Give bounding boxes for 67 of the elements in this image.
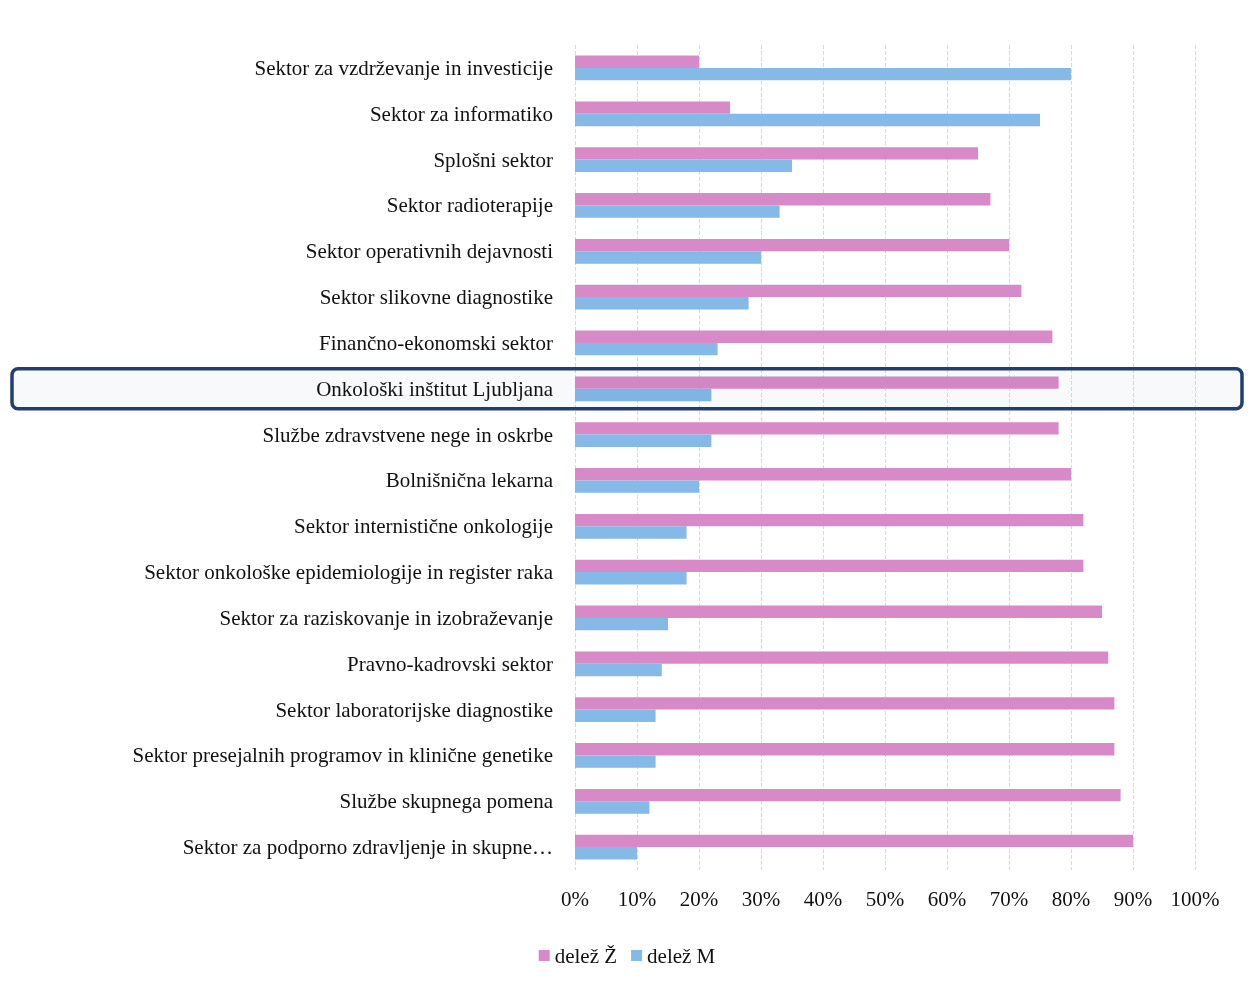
x-tick-label: 10% (617, 886, 657, 911)
bar (575, 193, 991, 206)
x-tick-label: 90% (1113, 886, 1153, 911)
bar (575, 55, 699, 68)
legend-label: delež M (647, 943, 716, 968)
x-tick-label: 40% (803, 886, 843, 911)
y-tick-label: Onkološki inštitut Ljubljana (316, 376, 554, 401)
bar (575, 113, 1040, 127)
y-tick-label: Finančno-ekonomski sektor (319, 330, 553, 355)
y-tick-label: Sektor za vzdrževanje in investicije (254, 55, 553, 80)
bar (575, 422, 1059, 435)
y-tick-label: Sektor onkološke epidemiologije in register raka (144, 560, 554, 585)
bar (575, 480, 699, 493)
x-tick-label: 20% (679, 886, 719, 911)
bar (575, 572, 687, 585)
bar (575, 743, 1115, 756)
bar (575, 834, 1133, 848)
y-tick-label: Bolnišnična lekarna (385, 468, 554, 493)
bar (575, 526, 687, 539)
bar (575, 788, 1121, 802)
bar (575, 342, 718, 356)
y-tick-label: Splošni sektor (433, 147, 553, 172)
bar (575, 709, 656, 722)
bar (575, 376, 1059, 389)
bar (575, 801, 650, 814)
y-tick-label: Sektor internistične onkologije (294, 514, 553, 539)
bar (575, 238, 1009, 252)
y-tick-label: Sektor slikovne diagnostike (319, 285, 553, 310)
bar (575, 284, 1022, 298)
y-tick-label: Sektor operativnih dejavnosti (305, 239, 554, 264)
x-tick-label: 50% (865, 886, 905, 911)
y-tick-label: Sektor za informatiko (369, 101, 553, 126)
bar (575, 559, 1084, 573)
x-tick-label: 100% (1170, 886, 1220, 911)
legend-label: delež Ž (554, 943, 618, 968)
bar (575, 617, 668, 631)
x-tick-label: 30% (741, 886, 781, 911)
bar (575, 67, 1071, 81)
bar (575, 388, 712, 402)
bar (575, 101, 730, 114)
y-tick-label: Sektor za podporno zdravljenje in skupne… (182, 835, 553, 860)
bar (575, 847, 637, 860)
y-tick-label: Pravno-kadrovski sektor (347, 651, 553, 676)
y-tick-label: Sektor za raziskovanje in izobraževanje (219, 605, 553, 630)
bar (575, 697, 1115, 710)
bar (575, 251, 761, 264)
bar (575, 468, 1071, 481)
bar (575, 663, 662, 677)
bar (575, 605, 1102, 618)
x-tick-label: 80% (1051, 886, 1091, 911)
y-tick-label: Službe zdravstvene nege in oskrbe (262, 422, 553, 447)
y-tick-label: Sektor radioterapije (386, 193, 553, 218)
bar (575, 205, 780, 218)
bar (575, 513, 1084, 527)
bar (575, 755, 656, 768)
y-tick-label: Sektor presejalnih programov in klinične genetike (132, 743, 553, 768)
bar (575, 159, 792, 172)
y-tick-label: Sektor laboratorijske diagnostike (275, 697, 553, 722)
bar (575, 297, 749, 310)
x-tick-label: 0% (561, 886, 589, 911)
x-tick-label: 70% (989, 886, 1029, 911)
x-tick-label: 60% (927, 886, 967, 911)
bar (575, 651, 1109, 664)
y-tick-label: Službe skupnega pomena (339, 789, 554, 814)
bar (575, 434, 712, 447)
bar (575, 147, 978, 160)
bar (575, 330, 1053, 343)
